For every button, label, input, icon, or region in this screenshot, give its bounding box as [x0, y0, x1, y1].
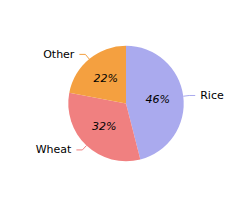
- svg-text:46%: 46%: [145, 93, 169, 106]
- svg-text:Other: Other: [43, 48, 75, 61]
- svg-text:32%: 32%: [92, 120, 116, 133]
- svg-text:Rice: Rice: [200, 89, 224, 102]
- svg-text:Wheat: Wheat: [36, 143, 72, 156]
- svg-text:22%: 22%: [93, 72, 117, 85]
